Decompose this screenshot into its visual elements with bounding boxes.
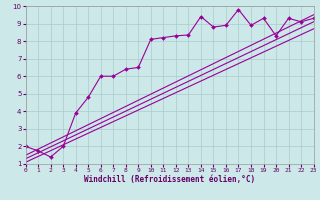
X-axis label: Windchill (Refroidissement éolien,°C): Windchill (Refroidissement éolien,°C) xyxy=(84,175,255,184)
